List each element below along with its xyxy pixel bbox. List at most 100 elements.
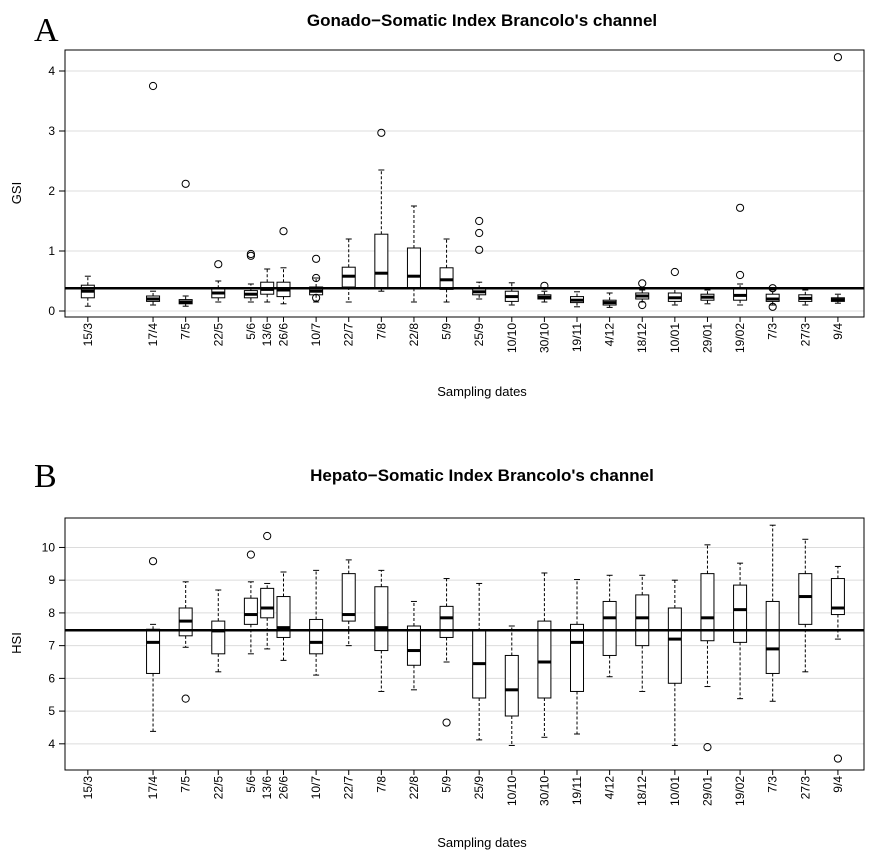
boxplot — [537, 281, 552, 303]
x-tick-label: 27/3 — [798, 776, 812, 800]
outlier-point — [475, 228, 484, 238]
panel-a-plot: 0 1 2 3 4 15/3 17/4 7/5 22/5 5/6 13/6 26/6 10/7 22/7 7… — [48, 49, 865, 353]
x-tick-label: 25/9 — [472, 776, 486, 800]
x-tick-label: 30/10 — [537, 776, 551, 806]
x-tick-label: 9/4 — [831, 776, 845, 793]
boxplot — [798, 538, 813, 673]
x-tick-label: 10/01 — [668, 323, 682, 353]
outlier-point — [833, 53, 843, 62]
boxplot — [211, 260, 226, 303]
boxplot — [635, 279, 650, 310]
outlier-point — [263, 531, 272, 541]
boxplot — [260, 268, 275, 303]
x-tick-label: 7/8 — [374, 323, 388, 340]
outlier-point — [475, 216, 484, 226]
x-tick-label: 25/9 — [472, 323, 486, 347]
boxplot — [243, 550, 258, 655]
boxplot — [341, 238, 356, 303]
boxplot — [537, 572, 552, 738]
box — [211, 620, 226, 655]
x-tick-label: 26/6 — [277, 776, 291, 800]
x-tick-label: 10/10 — [505, 323, 519, 353]
boxplot — [178, 581, 193, 703]
boxplot — [504, 282, 519, 306]
box — [537, 620, 552, 699]
x-tick-label: 5/6 — [244, 776, 258, 793]
outlier-point — [312, 293, 321, 302]
x-tick-label: 13/6 — [260, 323, 274, 347]
x-tick-label: 18/12 — [635, 323, 649, 353]
y-tick-label: 6 — [48, 671, 55, 685]
y-tick-label: 10 — [42, 540, 56, 554]
x-tick-label: 22/5 — [211, 323, 225, 347]
x-tick-label: 10/7 — [309, 323, 323, 347]
x-tick-label: 27/3 — [798, 323, 812, 347]
boxplot — [667, 267, 682, 306]
plot-frame — [64, 517, 865, 771]
box — [374, 586, 389, 652]
box — [830, 578, 845, 616]
boxplot — [406, 205, 421, 303]
outlier-point — [148, 557, 158, 566]
x-tick-label: 10/01 — [668, 776, 682, 806]
boxplot — [341, 559, 356, 647]
boxplot — [667, 579, 682, 746]
panel-b: B Hepato−Somatic Index Brancolo's channe… — [9, 458, 865, 850]
x-tick-label: 29/01 — [700, 776, 714, 806]
x-tick-label: 7/5 — [179, 776, 193, 793]
boxplot — [406, 600, 421, 691]
panel-b-plot: 4 5 6 7 8 9 10 15/3 17/4 7/5 22/5 5/6 13/6 26/6 10/7 22… — [42, 517, 865, 806]
outlier-point — [312, 254, 321, 263]
y-tick-label: 8 — [48, 606, 55, 620]
boxplot — [472, 216, 487, 300]
boxplot — [439, 238, 454, 303]
boxplot — [374, 569, 389, 692]
box — [439, 605, 454, 638]
outlier-point — [181, 694, 190, 703]
x-tick-label: 26/6 — [277, 323, 291, 347]
boxplot — [602, 574, 617, 678]
x-tick-label: 19/11 — [570, 323, 584, 352]
box — [146, 628, 161, 674]
x-tick-label: 10/7 — [309, 776, 323, 800]
panel-b-title: Hepato−Somatic Index Brancolo's channel — [310, 466, 654, 485]
boxplot — [146, 81, 161, 306]
x-tick-label: 22/8 — [407, 776, 421, 800]
x-tick-label: 4/12 — [603, 776, 617, 800]
outlier-point — [735, 203, 745, 212]
x-tick-label: 15/3 — [81, 776, 95, 800]
boxplot — [830, 565, 845, 763]
panel-a: A Gonado−Somatic Index Brancolo's channe… — [9, 11, 865, 399]
outlier-point — [833, 754, 843, 763]
box — [374, 233, 389, 289]
x-tick-label: 13/6 — [260, 776, 274, 800]
box — [798, 573, 813, 625]
panel-a-letter: A — [34, 12, 59, 49]
outlier-point — [638, 300, 647, 310]
outlier-point — [246, 251, 255, 260]
x-tick-label: 9/4 — [831, 323, 845, 340]
y-tick-label: 2 — [48, 184, 55, 198]
boxplot — [570, 579, 585, 735]
panel-b-xlabel: Sampling dates — [437, 835, 527, 850]
panel-b-ylabel: HSI — [9, 632, 24, 654]
boxplot — [439, 578, 454, 727]
x-tick-label: 10/10 — [505, 776, 519, 806]
boxplot — [309, 569, 324, 676]
boxplot — [178, 179, 193, 307]
outlier-point — [246, 249, 255, 259]
y-tick-label: 3 — [48, 124, 55, 138]
box — [733, 584, 748, 643]
box — [570, 623, 585, 692]
outlier-point — [246, 550, 255, 559]
outlier-point — [475, 245, 484, 254]
x-tick-label: 15/3 — [81, 323, 95, 347]
y-tick-label: 9 — [48, 573, 55, 587]
x-tick-label: 30/10 — [537, 323, 551, 353]
boxplot — [276, 227, 291, 305]
outlier-point — [735, 270, 745, 280]
outlier-point — [279, 227, 288, 236]
x-tick-label: 5/9 — [440, 323, 454, 340]
boxplot — [504, 625, 519, 746]
